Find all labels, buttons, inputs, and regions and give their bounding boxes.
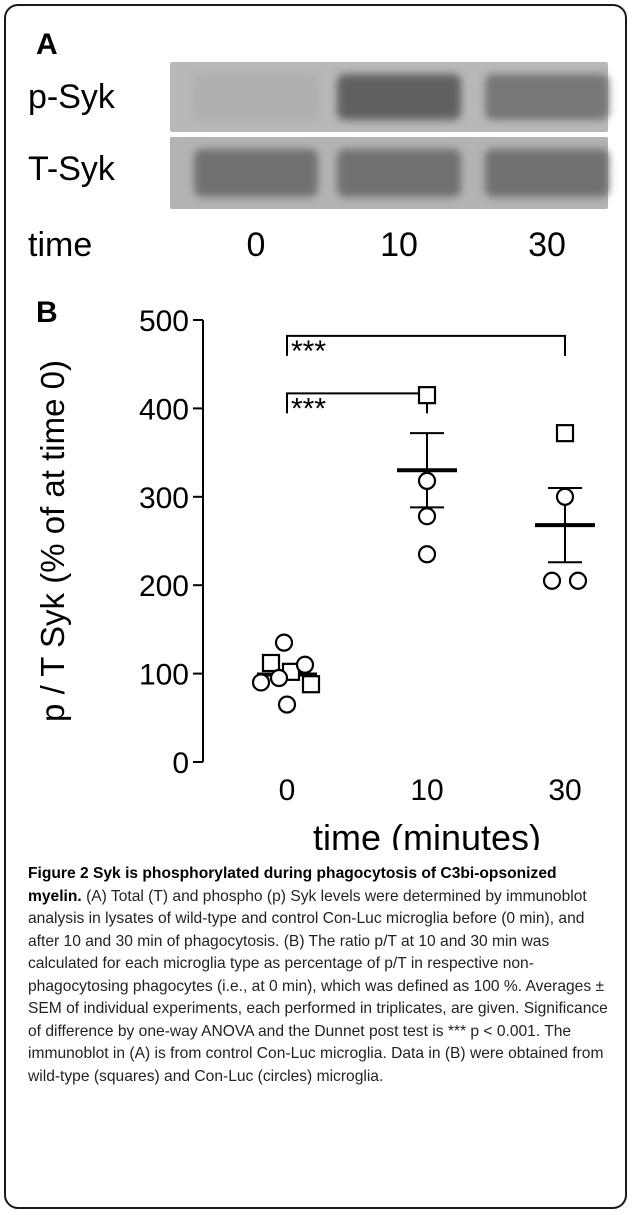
x-tick-label: 0: [279, 774, 296, 807]
figure-frame: [4, 4, 627, 1209]
blot-band-p-syk-0: [194, 74, 318, 120]
data-point-circle: [417, 507, 437, 526]
x-tick-label: 10: [410, 774, 443, 807]
lane-label-0: 0: [246, 226, 266, 264]
blot-row-label-tsyk: T-Syk: [28, 150, 115, 188]
significance-label: ***: [291, 335, 326, 368]
data-point-square: [261, 653, 281, 673]
data-point-circle: [555, 487, 575, 506]
data-point-circle: [417, 471, 437, 490]
data-point-circle: [269, 668, 289, 688]
data-point-square: [555, 424, 575, 443]
data-point-circle: [542, 571, 562, 590]
significance-label: ***: [291, 392, 326, 425]
data-point-circle: [417, 545, 437, 564]
caption-title: Figure 2 Syk is phosphorylated during ph…: [28, 865, 557, 905]
y-tick-label: 300: [139, 482, 189, 515]
data-point-circle: [251, 673, 271, 692]
y-axis-title: p / T Syk (% of at time 0): [34, 360, 71, 722]
lane-label-10: 10: [380, 226, 418, 264]
blot-band-p-syk-30: [485, 74, 609, 120]
y-tick-label: 400: [139, 393, 189, 426]
data-point-circle: [568, 571, 588, 590]
significance-bracket: [286, 334, 566, 356]
figure-caption: Figure 2 Syk is phosphorylated during ph…: [28, 863, 608, 1088]
y-tick-label: 0: [172, 747, 189, 780]
blot-row-label-psyk: p-Syk: [28, 78, 115, 116]
y-tick-label: 500: [139, 305, 189, 338]
blot-band-t-syk-30: [485, 149, 609, 197]
panel-a-label: A: [36, 28, 58, 61]
data-point-circle: [274, 633, 294, 652]
y-tick-label: 100: [139, 659, 189, 692]
data-point-square: [417, 386, 437, 405]
x-axis-title: time (minutes): [313, 817, 541, 850]
time-label: time: [28, 226, 93, 264]
data-point-circle: [277, 695, 297, 714]
data-point-square: [301, 675, 321, 694]
panel-b-label: B: [36, 296, 58, 329]
x-tick-label: 30: [548, 774, 581, 807]
blot-band-p-syk-10: [337, 74, 461, 120]
y-tick-label: 200: [139, 570, 189, 603]
data-point-circle: [295, 655, 315, 674]
blot-band-t-syk-10: [337, 149, 461, 197]
blot-strip-psyk: [170, 62, 609, 132]
caption-body: (A) Total (T) and phospho (p) Syk levels…: [28, 887, 608, 1085]
blot-strip-tsyk: [170, 137, 609, 209]
blot-band-t-syk-0: [194, 149, 318, 197]
lane-label-30: 30: [528, 226, 566, 264]
